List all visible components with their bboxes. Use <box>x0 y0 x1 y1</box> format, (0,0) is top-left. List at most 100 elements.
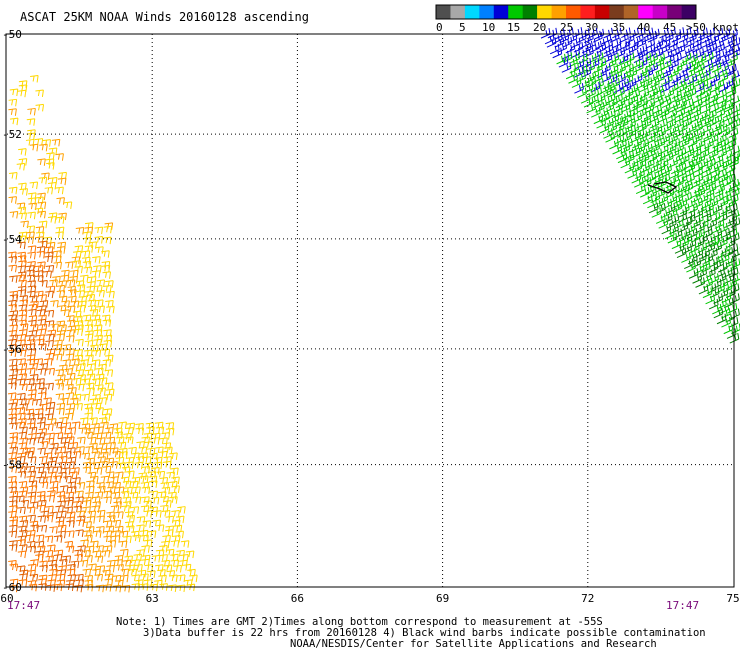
wind-barb <box>18 515 28 524</box>
wind-barb <box>38 428 48 436</box>
wind-barb <box>601 87 612 99</box>
wind-barb <box>47 329 57 338</box>
wind-barb <box>132 496 142 505</box>
wind-barb <box>122 480 132 489</box>
wind-barb <box>660 93 671 104</box>
latitude-tick-label: -56 <box>2 343 22 356</box>
wind-barb <box>607 47 618 58</box>
wind-barb <box>669 168 680 179</box>
wind-barb <box>9 172 18 180</box>
latitude-tick-label: -52 <box>2 128 22 141</box>
wind-barb <box>671 88 682 99</box>
wind-barb <box>86 427 95 436</box>
plot-frame <box>5 33 735 588</box>
wind-barb <box>29 181 39 190</box>
wind-barb <box>663 152 674 163</box>
wind-barb <box>68 486 77 494</box>
wind-barb <box>109 461 118 469</box>
wind-barb <box>113 501 122 509</box>
wind-barb <box>710 122 721 134</box>
wind-barb <box>36 250 46 259</box>
wind-barb <box>26 378 35 386</box>
colorbar-tick-label: 15 <box>507 21 520 34</box>
wind-barb <box>713 307 724 319</box>
wind-barb <box>53 535 63 543</box>
wind-barb <box>724 66 734 78</box>
wind-barb <box>18 417 27 426</box>
wind-barb <box>666 218 677 229</box>
wind-barb <box>165 515 175 524</box>
colorbar-tick-label: 30 <box>585 21 598 34</box>
wind-barb <box>84 369 94 377</box>
wind-barb <box>37 368 47 376</box>
wind-barb <box>35 265 44 273</box>
wind-barb <box>717 88 727 100</box>
wind-barb <box>712 202 723 214</box>
wind-barb <box>723 38 733 49</box>
wind-barb <box>9 540 18 548</box>
wind-barb <box>16 421 26 430</box>
wind-barb <box>42 139 52 147</box>
colorbar-tick-label: 25 <box>560 21 573 34</box>
wind-barb <box>652 148 663 160</box>
wind-barb <box>155 524 165 532</box>
wind-barb <box>34 413 44 421</box>
colorbar-swatch <box>551 5 567 19</box>
wind-barb <box>29 143 39 152</box>
note-line-3: NOAA/NESDIS/Center for Satellite Applica… <box>290 638 657 650</box>
wind-barb <box>714 258 725 269</box>
wind-barb <box>592 72 603 83</box>
wind-barb <box>66 461 75 469</box>
wind-barb <box>74 328 84 336</box>
wind-barb <box>574 58 585 70</box>
wind-barb <box>728 127 739 138</box>
wind-barb <box>77 304 86 313</box>
wind-barb <box>693 67 704 78</box>
wind-barb <box>718 287 729 299</box>
wind-barb <box>688 28 699 39</box>
wind-barb <box>136 516 146 524</box>
wind-barb <box>66 520 75 528</box>
wind-barb <box>702 213 712 224</box>
wind-barb <box>677 82 688 93</box>
wind-barb <box>602 52 613 64</box>
wind-barb <box>586 102 597 114</box>
colorbar-swatch <box>508 5 523 19</box>
wind-barb <box>9 436 19 444</box>
wind-barb <box>624 162 635 174</box>
wind-barb <box>43 270 52 279</box>
wind-barb <box>8 108 17 116</box>
longitude-tick-label: 60 <box>0 592 13 605</box>
wind-barb <box>714 158 725 170</box>
wind-barb <box>686 122 697 134</box>
colorbar-tick-label: 45 <box>663 21 676 34</box>
wind-barb <box>79 559 89 568</box>
wind-barb <box>58 510 67 519</box>
wind-barb <box>35 553 44 562</box>
wind-barb <box>9 422 18 430</box>
contaminated-barb <box>647 181 678 194</box>
wind-barb <box>135 579 144 587</box>
wind-barb <box>616 148 626 160</box>
wind-barb <box>642 193 653 205</box>
wind-barb <box>666 112 676 124</box>
wind-barb <box>164 446 173 455</box>
wind-barb <box>572 27 583 38</box>
wind-barb <box>700 97 710 108</box>
wind-barb <box>19 529 28 538</box>
wind-barb <box>27 514 36 523</box>
wind-barb <box>39 441 49 449</box>
wind-barb <box>729 187 740 198</box>
wind-barb <box>27 456 37 464</box>
wind-barb <box>8 196 18 204</box>
wind-barb <box>74 584 83 593</box>
wind-barb <box>700 37 710 49</box>
wind-barb <box>26 475 35 484</box>
wind-barb <box>56 246 66 254</box>
wind-barb <box>134 461 143 470</box>
wind-barb <box>685 172 695 184</box>
wind-barb <box>168 584 177 592</box>
wind-barb <box>55 153 64 161</box>
wind-barb <box>58 324 67 332</box>
longitude-tick-label: 75 <box>726 592 739 605</box>
